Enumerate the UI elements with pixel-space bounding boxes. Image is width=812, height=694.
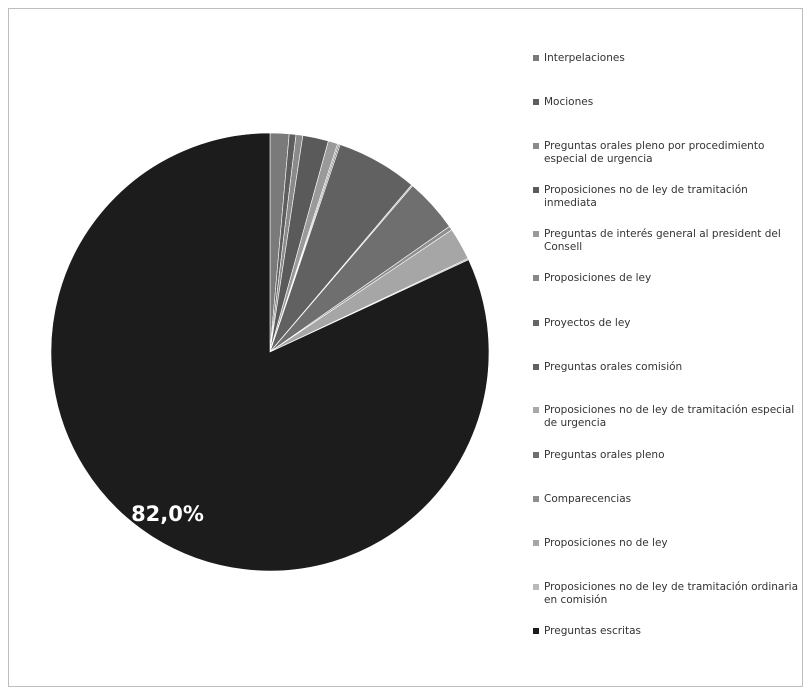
legend-item-12: Proposiciones no de ley de tramitación o… — [533, 581, 803, 607]
legend-swatch-13 — [533, 628, 539, 634]
legend-item-6: Proyectos de ley — [533, 317, 803, 330]
legend-item-9: Preguntas orales pleno — [533, 449, 803, 462]
legend-item-1: Mociones — [533, 96, 803, 109]
legend-swatch-10 — [533, 496, 539, 502]
legend-swatch-2 — [533, 143, 539, 149]
legend-swatch-4 — [533, 231, 539, 237]
legend-item-4: Preguntas de interés general al presiden… — [533, 228, 803, 254]
legend-item-3: Proposiciones no de ley de tramitación i… — [533, 184, 803, 210]
legend-label-3: Proposiciones no de ley de tramitación i… — [533, 184, 803, 210]
legend-item-13: Preguntas escritas — [533, 625, 803, 638]
data-label-0: 82,0% — [131, 502, 204, 526]
legend-label-6: Proyectos de ley — [533, 317, 803, 330]
legend-label-9: Preguntas orales pleno — [533, 449, 803, 462]
legend-swatch-3 — [533, 187, 539, 193]
legend-swatch-0 — [533, 55, 539, 61]
legend-item-5: Proposiciones de ley — [533, 272, 803, 285]
pie-slices — [51, 133, 489, 571]
legend-label-10: Comparecencias — [533, 493, 803, 506]
legend-swatch-7 — [533, 364, 539, 370]
legend-item-11: Proposiciones no de ley — [533, 537, 803, 550]
legend-label-13: Preguntas escritas — [533, 625, 803, 638]
legend-label-2: Preguntas orales pleno por procedimiento… — [533, 140, 803, 166]
legend-label-7: Preguntas orales comisión — [533, 361, 803, 374]
legend-item-8: Proposiciones no de ley de tramitación e… — [533, 404, 803, 430]
pie-data-labels: 82,0% — [131, 502, 204, 526]
legend-label-0: Interpelaciones — [533, 52, 803, 65]
legend-item-10: Comparecencias — [533, 493, 803, 506]
legend-item-2: Preguntas orales pleno por procedimiento… — [533, 140, 803, 166]
legend-swatch-9 — [533, 452, 539, 458]
legend-label-5: Proposiciones de ley — [533, 272, 803, 285]
legend-swatch-11 — [533, 540, 539, 546]
legend-swatch-12 — [533, 584, 539, 590]
legend-label-1: Mociones — [533, 96, 803, 109]
legend-item-7: Preguntas orales comisión — [533, 361, 803, 374]
legend-label-8: Proposiciones no de ley de tramitación e… — [533, 404, 803, 430]
legend-swatch-5 — [533, 275, 539, 281]
legend-swatch-1 — [533, 99, 539, 105]
legend-swatch-6 — [533, 320, 539, 326]
chart-legend: Interpelaciones Mociones Preguntas orales … — [533, 0, 803, 690]
legend-item-0: Interpelaciones — [533, 52, 803, 65]
legend-label-11: Proposiciones no de ley — [533, 537, 803, 550]
legend-label-4: Preguntas de interés general al presiden… — [533, 228, 803, 254]
legend-swatch-8 — [533, 407, 539, 413]
legend-label-12: Proposiciones no de ley de tramitación o… — [533, 581, 803, 607]
